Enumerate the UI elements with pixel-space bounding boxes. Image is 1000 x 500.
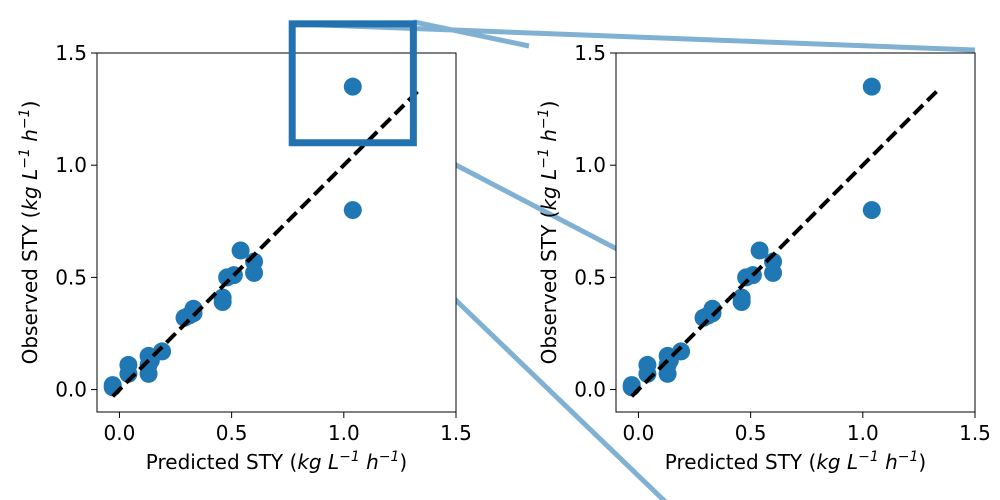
zoom-connector-line bbox=[292, 21, 976, 53]
right-scatter-point bbox=[750, 241, 769, 260]
left-y-tick-label: 1.5 bbox=[55, 41, 87, 65]
left-y-tick-label: 0.0 bbox=[55, 378, 87, 402]
left-x-tick-label: 0.5 bbox=[216, 421, 248, 445]
left-x-axis-title: Predicted STY (kg L−1 h−1) bbox=[146, 449, 407, 474]
right-reference-line bbox=[630, 87, 941, 398]
right-y-tick-label: 1.0 bbox=[574, 153, 606, 177]
panel-right: 0.0 0.5 1.0 1.5 0.0 0.5 1.0 1.5 Predicted STY (k… bbox=[536, 41, 991, 474]
right-y-tick-label: 0.0 bbox=[574, 378, 606, 402]
left-y-tick-label: 0.5 bbox=[55, 265, 87, 289]
right-x-tick-label: 0.0 bbox=[623, 421, 655, 445]
left-scatter-point bbox=[231, 241, 250, 260]
left-y-tick-label: 1.0 bbox=[55, 153, 87, 177]
left-scatter-point bbox=[153, 342, 172, 361]
left-scatter-point bbox=[343, 77, 362, 96]
right-x-tick-label: 0.5 bbox=[735, 421, 767, 445]
left-x-tick-label: 1.0 bbox=[328, 421, 360, 445]
right-y-tick-label: 0.5 bbox=[574, 265, 606, 289]
zoom-box-layer bbox=[288, 20, 417, 147]
right-scatter-point bbox=[672, 342, 691, 361]
left-x-tick-label: 1.5 bbox=[440, 421, 472, 445]
left-y-axis-title: Observed STY (kg L−1 h−1) bbox=[17, 101, 42, 365]
right-y-axis-title: Observed STY (kg L−1 h−1) bbox=[536, 101, 561, 365]
right-y-tick-label: 1.5 bbox=[574, 41, 606, 65]
right-scatter-point bbox=[862, 77, 881, 96]
left-x-tick-label: 0.0 bbox=[104, 421, 136, 445]
right-x-tick-label: 1.0 bbox=[847, 421, 879, 445]
left-scatter-point bbox=[343, 201, 362, 220]
right-scatter-point bbox=[732, 288, 751, 307]
zoom-connector-line bbox=[412, 19, 530, 49]
zoom-box bbox=[288, 20, 417, 147]
left-scatter-point bbox=[119, 355, 138, 374]
right-scatter-point bbox=[862, 201, 881, 220]
right-scatter-point bbox=[638, 355, 657, 374]
right-x-tick-label: 1.5 bbox=[959, 421, 991, 445]
right-x-axis-title: Predicted STY (kg L−1 h−1) bbox=[665, 449, 926, 474]
left-scatter-point bbox=[213, 288, 232, 307]
